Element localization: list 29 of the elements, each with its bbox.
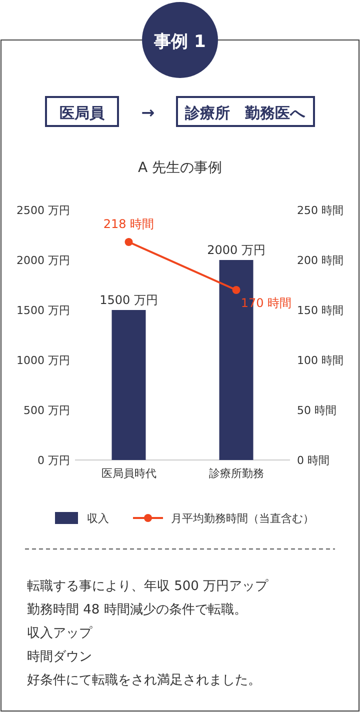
y-tick-label: 1500 万円 <box>16 304 70 317</box>
chart-title: A 先生の事例 <box>138 160 222 176</box>
data-label: 2000 万円 <box>207 243 266 257</box>
text: 収入アップ <box>27 626 93 641</box>
text: → <box>141 103 155 122</box>
y2-tick-label: 250 時間 <box>297 204 344 217</box>
text: 事例 1 <box>153 32 206 52</box>
y2-tick-label: 200 時間 <box>297 254 344 267</box>
text: 勤務時間 48 時間減少の条件で転職。 <box>27 602 247 618</box>
legend-label: 月平均勤務時間（当直含む） <box>171 512 314 525</box>
x-tick-label: 医局員時代 <box>101 467 156 480</box>
y-tick-label: 2000 万円 <box>16 254 70 267</box>
y2-tick-label: 150 時間 <box>297 304 344 317</box>
text: 時間ダウン <box>27 650 92 664</box>
text: 医局員 <box>60 104 106 122</box>
y2-tick-label: 100 時間 <box>297 354 344 367</box>
text: 診療所 勤務医へ <box>184 104 306 122</box>
data-label: 1500 万円 <box>100 293 158 307</box>
y-tick-label: 500 万円 <box>24 404 70 417</box>
y2-tick-label: 50 時間 <box>297 404 336 417</box>
legend-label: 収入 <box>87 512 109 525</box>
y-tick-label: 2500 万円 <box>16 204 70 217</box>
text: 転職する事により、年収 500 万円アップ <box>27 579 270 594</box>
y-tick-label: 1000 万円 <box>16 354 70 367</box>
text: 好条件にて転職をされ満足されました。 <box>27 673 261 688</box>
y-tick-label: 0 万円 <box>38 454 70 467</box>
y2-tick-label: 0 時間 <box>297 454 330 467</box>
data-label: 218 時間 <box>103 217 154 231</box>
x-tick-label: 診療所勤務 <box>208 467 264 480</box>
